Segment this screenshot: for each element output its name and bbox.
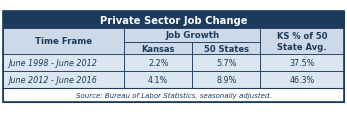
- Bar: [261, 29, 344, 54]
- Text: June 2012 - June 2016: June 2012 - June 2016: [8, 75, 97, 84]
- Bar: [192, 43, 261, 54]
- Text: 8.9%: 8.9%: [216, 75, 237, 84]
- Bar: [261, 71, 344, 88]
- Text: 37.5%: 37.5%: [289, 58, 315, 67]
- Bar: [3, 12, 344, 102]
- Text: Kansas: Kansas: [142, 44, 175, 53]
- Text: June 1998 - June 2012: June 1998 - June 2012: [8, 58, 97, 67]
- Text: 2.2%: 2.2%: [148, 58, 168, 67]
- Text: 5.7%: 5.7%: [216, 58, 237, 67]
- Text: 46.3%: 46.3%: [290, 75, 315, 84]
- Bar: [3, 12, 344, 29]
- Text: 50 States: 50 States: [204, 44, 249, 53]
- Text: 4.1%: 4.1%: [148, 75, 168, 84]
- Bar: [124, 43, 192, 54]
- Bar: [192, 71, 261, 88]
- Bar: [192, 54, 261, 71]
- Text: Source: Bureau of Labor Statistics, seasonally adjusted.: Source: Bureau of Labor Statistics, seas…: [76, 92, 271, 98]
- Bar: [124, 71, 192, 88]
- Bar: [124, 54, 192, 71]
- Bar: [124, 29, 261, 43]
- Bar: [3, 88, 344, 102]
- Text: Private Sector Job Change: Private Sector Job Change: [100, 15, 247, 25]
- Text: KS % of 50
State Avg.: KS % of 50 State Avg.: [277, 32, 328, 52]
- Bar: [3, 29, 124, 54]
- Bar: [261, 54, 344, 71]
- Text: Time Frame: Time Frame: [35, 37, 92, 46]
- Bar: [3, 54, 124, 71]
- Bar: [3, 71, 124, 88]
- Text: Job Growth: Job Growth: [165, 31, 219, 40]
